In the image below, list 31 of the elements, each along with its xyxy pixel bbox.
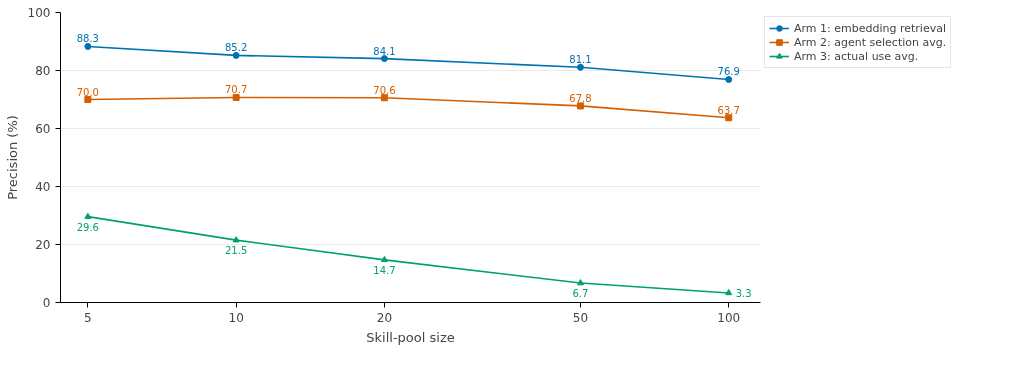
data-label: 6.7 (572, 288, 589, 300)
data-label: 85.2 (225, 42, 248, 54)
data-label: 70.0 (76, 86, 99, 98)
y-tick-label: 60 (35, 122, 51, 136)
data-label: 70.6 (373, 84, 396, 96)
data-label: 3.3 (735, 287, 752, 299)
data-label: 84.1 (373, 45, 396, 57)
x-tick-label: 50 (572, 310, 589, 325)
data-label: 63.7 (717, 104, 740, 116)
y-tick-label: 0 (42, 296, 51, 310)
y-axis-title: Precision (%) (4, 115, 20, 200)
data-label: 88.3 (76, 33, 99, 45)
legend-label: Arm 3: actual use avg. (794, 49, 919, 63)
x-tick-label: 5 (84, 310, 92, 325)
y-tick-label: 80 (35, 64, 51, 78)
legend-label: Arm 2: agent selection avg. (794, 35, 947, 49)
y-tick-label: 20 (35, 238, 51, 252)
data-label: 67.8 (569, 92, 592, 104)
x-tick-label: 10 (228, 310, 244, 325)
data-label: 21.5 (225, 245, 248, 257)
data-label: 70.7 (225, 84, 248, 96)
x-tick-label: 20 (376, 310, 393, 325)
x-tick-label: 100 (717, 310, 741, 325)
data-label: 14.7 (373, 264, 396, 276)
data-label: 76.9 (717, 66, 740, 78)
data-label: 29.6 (76, 221, 99, 233)
x-axis-title: Skill-pool size (366, 329, 455, 345)
y-tick-label: 100 (27, 6, 51, 20)
y-tick-label: 40 (35, 180, 51, 194)
data-label: 81.1 (569, 54, 592, 66)
legend-label: Arm 1: embedding retrieval (794, 21, 946, 35)
